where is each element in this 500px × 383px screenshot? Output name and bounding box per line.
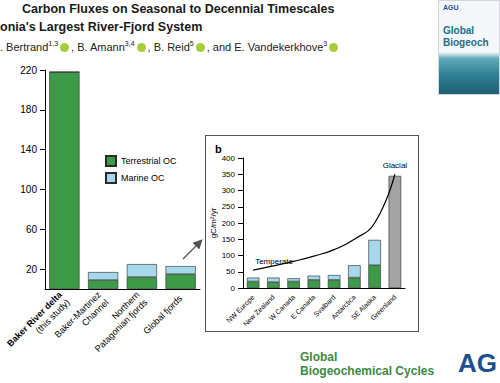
svg-text:220: 220 — [20, 65, 37, 76]
svg-text:gC/m²/yr: gC/m²/yr — [209, 207, 218, 238]
html-text:onia's Largest River-Fjord Sys: onia's Largest River-Fjord System — [0, 20, 203, 34]
svg-text:250: 250 — [222, 202, 236, 211]
svg-text:300: 300 — [222, 186, 236, 195]
html-text:Global: Global — [443, 25, 475, 36]
svg-text:100: 100 — [20, 184, 37, 195]
svg-text:140: 140 — [20, 144, 37, 155]
svg-text:0: 0 — [231, 284, 236, 293]
html-text:Global: Global — [300, 350, 338, 364]
svg-text:100: 100 — [222, 251, 236, 260]
html-text:AG: AG — [458, 348, 497, 378]
svg-text:Terrestrial OC: Terrestrial OC — [121, 156, 177, 166]
html-text:Carbon Fluxes on Seasonal to D: Carbon Fluxes on Seasonal to Decennial T… — [22, 2, 335, 16]
svg-text:150: 150 — [222, 235, 236, 244]
svg-text:Temperate: Temperate — [255, 257, 293, 266]
svg-text:b: b — [215, 143, 222, 155]
html-text:AGU: AGU — [443, 4, 459, 11]
html-text:. Bertrand1,3: . Bertrand1,3 — [0, 40, 58, 53]
html-text:Biogeochemical Cycles: Biogeochemical Cycles — [300, 364, 435, 378]
svg-text:350: 350 — [222, 170, 236, 179]
svg-text:Northern: Northern — [109, 289, 142, 322]
svg-text:Baker-Martinez: Baker-Martinez — [52, 289, 103, 340]
svg-text:20: 20 — [26, 264, 38, 275]
svg-text:50: 50 — [226, 267, 235, 276]
svg-text:Antarctica: Antarctica — [329, 293, 357, 321]
svg-text:Global fjords: Global fjords — [141, 293, 184, 336]
html-text:, B. Reid5: , B. Reid5 — [147, 40, 194, 53]
svg-text:200: 200 — [222, 219, 236, 228]
svg-text:Glacial: Glacial — [383, 161, 408, 170]
svg-text:New Zealand: New Zealand — [242, 293, 276, 327]
svg-text:Baker River delta: Baker River delta — [5, 289, 64, 349]
svg-text:Patagonian fjords: Patagonian fjords — [93, 297, 150, 354]
svg-text:Channel: Channel — [80, 297, 111, 328]
svg-text:SE Alaska: SE Alaska — [349, 293, 378, 321]
svg-text:Greenland: Greenland — [369, 293, 397, 321]
svg-text:60: 60 — [26, 224, 38, 235]
svg-text:E Canada: E Canada — [289, 293, 316, 320]
svg-text:(this study): (this study) — [33, 297, 72, 336]
html-text:Biogeoch: Biogeoch — [443, 37, 489, 48]
svg-text:Marine OC: Marine OC — [121, 173, 165, 183]
svg-text:W Canada: W Canada — [267, 293, 297, 322]
svg-text:180: 180 — [20, 104, 37, 115]
svg-text:Svalbard: Svalbard — [312, 293, 337, 318]
html-text:, and E. Vandekerkhove3: , and E. Vandekerkhove3 — [206, 40, 328, 53]
svg-text:400: 400 — [222, 154, 236, 163]
svg-text:NW Europe: NW Europe — [225, 293, 256, 324]
html-text:, B. Amann3,4: , B. Amann3,4 — [71, 40, 135, 53]
